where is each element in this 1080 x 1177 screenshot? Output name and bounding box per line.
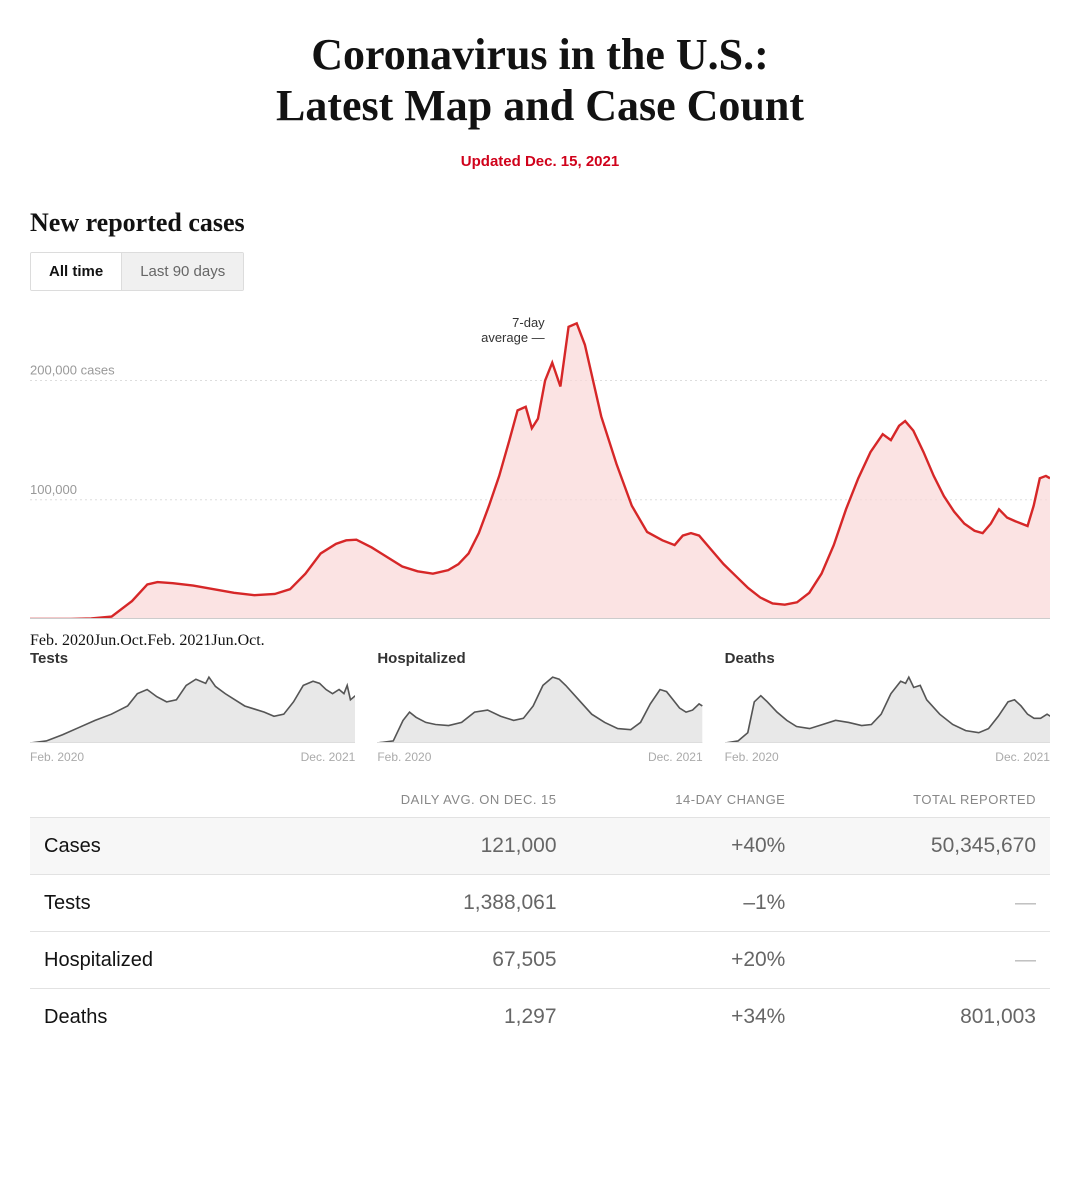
row-daily-avg: 121,000 <box>264 818 571 875</box>
table-row: Tests1,388,061–1%— <box>30 875 1050 932</box>
mini-x-end: Dec. 2021 <box>648 750 703 764</box>
mini-chart-hospitalized: Hospitalized Feb. 2020 Dec. 2021 <box>377 650 702 764</box>
row-change: +40% <box>571 818 800 875</box>
row-change: –1% <box>571 875 800 932</box>
mini-x-end: Dec. 2021 <box>995 750 1050 764</box>
mini-chart-deaths: Deaths Feb. 2020 Dec. 2021 <box>725 650 1050 764</box>
col-total-reported: TOTAL REPORTED <box>799 782 1050 818</box>
x-tick-label: Feb. 2021 <box>147 632 211 649</box>
row-total: 50,345,670 <box>799 818 1050 875</box>
row-total: — <box>799 875 1050 932</box>
table-header-row: DAILY AVG. ON DEC. 15 14-DAY CHANGE TOTA… <box>30 782 1050 818</box>
x-tick-label: Feb. 2020 <box>30 632 94 649</box>
row-total: 801,003 <box>799 989 1050 1046</box>
table-row: Deaths1,297+34%801,003 <box>30 989 1050 1046</box>
mini-chart-xaxis: Feb. 2020 Dec. 2021 <box>30 750 355 764</box>
mini-charts-row: Tests Feb. 2020 Dec. 2021 Hospitalized Feb. … <box>30 650 1050 764</box>
col-14-day-change: 14-DAY CHANGE <box>571 782 800 818</box>
cases-area-chart-svg: 100,000 200,000 cases <box>30 309 1050 619</box>
mini-chart-tests: Tests Feb. 2020 Dec. 2021 <box>30 650 355 764</box>
section-title-cases: New reported cases <box>30 208 1050 238</box>
x-tick-label: Oct. <box>120 632 147 649</box>
row-label: Cases <box>30 818 264 875</box>
x-tick-label: Jun. <box>94 632 120 649</box>
mini-chart-title: Tests <box>30 650 355 667</box>
row-daily-avg: 1,297 <box>264 989 571 1046</box>
x-tick-label: Jun. <box>211 632 237 649</box>
tab-last-90-days[interactable]: Last 90 days <box>121 253 243 290</box>
summary-stats-table: DAILY AVG. ON DEC. 15 14-DAY CHANGE TOTA… <box>30 782 1050 1045</box>
row-label: Tests <box>30 875 264 932</box>
row-change: +34% <box>571 989 800 1046</box>
row-label: Hospitalized <box>30 932 264 989</box>
table-row: Hospitalized67,505+20%— <box>30 932 1050 989</box>
svg-text:100,000: 100,000 <box>30 482 77 497</box>
row-total: — <box>799 932 1050 989</box>
mini-chart-title: Deaths <box>725 650 1050 667</box>
mini-chart-xaxis: Feb. 2020 Dec. 2021 <box>725 750 1050 764</box>
row-daily-avg: 67,505 <box>264 932 571 989</box>
mini-x-end: Dec. 2021 <box>301 750 356 764</box>
mini-x-start: Feb. 2020 <box>30 750 84 764</box>
svg-text:200,000 cases: 200,000 cases <box>30 363 115 378</box>
row-change: +20% <box>571 932 800 989</box>
mini-chart-svg <box>30 671 355 743</box>
col-blank <box>30 782 264 818</box>
mini-chart-title: Hospitalized <box>377 650 702 667</box>
page-headline: Coronavirus in the U.S.:Latest Map and C… <box>30 30 1050 131</box>
row-label: Deaths <box>30 989 264 1046</box>
row-daily-avg: 1,388,061 <box>264 875 571 932</box>
table-row: Cases121,000+40%50,345,670 <box>30 818 1050 875</box>
updated-timestamp: Updated Dec. 15, 2021 <box>30 153 1050 170</box>
col-daily-avg: DAILY AVG. ON DEC. 15 <box>264 782 571 818</box>
main-chart-x-axis: Feb. 2020Jun.Oct.Feb. 2021Jun.Oct. <box>30 632 1050 650</box>
mini-x-start: Feb. 2020 <box>377 750 431 764</box>
main-cases-chart: 100,000 200,000 cases 7-dayaverage — <box>30 309 1050 624</box>
time-range-tabs: All time Last 90 days <box>30 252 244 291</box>
mini-x-start: Feb. 2020 <box>725 750 779 764</box>
mini-chart-xaxis: Feb. 2020 Dec. 2021 <box>377 750 702 764</box>
mini-chart-svg <box>725 671 1050 743</box>
x-tick-label: Oct. <box>238 632 265 649</box>
seven-day-average-label: 7-dayaverage — <box>481 316 545 346</box>
mini-chart-svg <box>377 671 702 743</box>
tab-all-time[interactable]: All time <box>31 253 121 290</box>
